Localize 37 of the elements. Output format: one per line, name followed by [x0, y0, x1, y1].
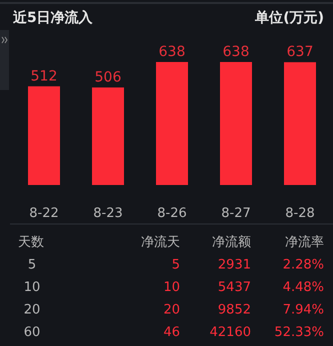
chart-title: 近5日净流入: [12, 9, 94, 26]
data-label: 638: [222, 44, 250, 60]
text: 46: [163, 325, 180, 340]
text: 20: [163, 302, 180, 318]
bar: [284, 62, 316, 185]
bar: [28, 86, 60, 185]
text: 52.33%: [274, 325, 324, 340]
bar: [220, 62, 252, 185]
text: 2931: [218, 258, 251, 272]
x-tick-label: 8-23: [93, 206, 123, 221]
text: 天数: [18, 235, 44, 250]
x-tick-label: 8-22: [29, 206, 59, 221]
text: 20: [24, 302, 40, 318]
text: 2.28%: [282, 258, 324, 272]
data-label: 638: [158, 44, 186, 60]
text: 5: [172, 258, 180, 272]
text: 净流额: [212, 234, 251, 250]
text: 60: [24, 325, 40, 340]
text: 净流率: [285, 234, 324, 250]
text: 10: [24, 280, 40, 295]
data-label: 637: [286, 44, 314, 60]
text: 5: [28, 258, 36, 272]
x-tick-label: 8-28: [285, 206, 315, 221]
text: 9852: [218, 302, 251, 318]
x-tick-label: 8-26: [157, 206, 187, 221]
bar: [156, 62, 188, 185]
text: 5437: [218, 280, 251, 295]
text: 10: [163, 280, 180, 295]
data-label: 506: [94, 69, 122, 86]
bar: [92, 87, 124, 185]
chart-subtitle: 单位(万元): [254, 10, 324, 26]
data-label: 512: [30, 68, 58, 84]
x-tick-label: 8-27: [221, 206, 251, 221]
text: 4.48%: [282, 280, 324, 295]
text: 42160: [210, 325, 251, 340]
text: 净流天: [141, 234, 180, 250]
text: 7.94%: [282, 302, 324, 318]
